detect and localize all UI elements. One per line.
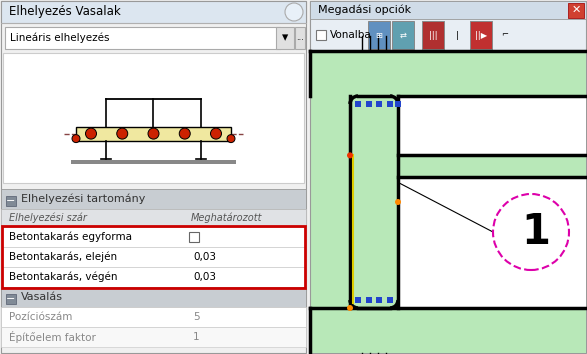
Bar xyxy=(350,96,398,308)
Circle shape xyxy=(395,199,401,205)
Bar xyxy=(398,177,586,308)
Bar xyxy=(398,96,586,155)
Text: −: − xyxy=(6,294,16,304)
Bar xyxy=(76,127,231,141)
Circle shape xyxy=(347,152,353,158)
Bar xyxy=(316,30,326,40)
Text: ▾: ▾ xyxy=(282,32,288,45)
Bar xyxy=(310,1,586,353)
Text: ⊞: ⊞ xyxy=(376,30,383,40)
Text: Vasalás: Vasalás xyxy=(21,292,63,302)
Text: Elhelyezési tartomány: Elhelyezési tartomány xyxy=(21,194,146,204)
Bar xyxy=(1,247,306,267)
Bar xyxy=(1,189,306,209)
Bar xyxy=(422,21,444,49)
Circle shape xyxy=(72,135,80,143)
Text: Vonalba: Vonalba xyxy=(330,30,372,40)
Bar xyxy=(1,327,306,347)
Text: Betontakarás, végén: Betontakarás, végén xyxy=(9,272,117,282)
Bar xyxy=(295,27,305,49)
Text: 0,03: 0,03 xyxy=(193,272,216,282)
Bar xyxy=(355,297,361,303)
Text: 0,03: 0,03 xyxy=(193,252,216,262)
Bar xyxy=(376,101,382,107)
Text: 5: 5 xyxy=(193,312,200,322)
Text: ✕: ✕ xyxy=(571,5,581,15)
Bar xyxy=(376,297,382,303)
Bar xyxy=(189,232,199,242)
Bar xyxy=(387,101,393,107)
Bar xyxy=(310,1,586,51)
Bar xyxy=(2,226,305,288)
Text: −: − xyxy=(6,196,16,206)
Bar xyxy=(310,308,586,353)
Text: Betontakarás, elején: Betontakarás, elején xyxy=(9,252,117,262)
Circle shape xyxy=(179,128,190,139)
Circle shape xyxy=(86,128,96,139)
Circle shape xyxy=(148,128,159,139)
Text: 1: 1 xyxy=(521,211,551,253)
Bar xyxy=(568,3,584,18)
Text: 1: 1 xyxy=(193,332,200,342)
Bar xyxy=(366,101,372,107)
Text: Lineáris elhelyezés: Lineáris elhelyezés xyxy=(10,33,110,43)
Bar xyxy=(398,155,586,177)
Circle shape xyxy=(211,128,221,139)
Circle shape xyxy=(285,3,303,21)
Text: ⇄: ⇄ xyxy=(400,30,407,40)
Bar xyxy=(395,101,401,107)
Bar xyxy=(1,1,306,353)
Bar xyxy=(387,297,393,303)
Bar xyxy=(1,287,306,307)
Text: ...: ... xyxy=(296,34,304,42)
Text: Meghatározott: Meghatározott xyxy=(191,213,262,223)
Bar xyxy=(1,1,306,23)
Bar xyxy=(71,160,236,164)
Text: Elhelyezés Vasalak: Elhelyezés Vasalak xyxy=(9,6,121,18)
Text: |: | xyxy=(456,30,458,40)
Bar xyxy=(3,53,304,183)
Bar xyxy=(392,21,414,49)
Bar xyxy=(1,267,306,287)
Bar xyxy=(368,21,390,49)
Text: ||▶: ||▶ xyxy=(475,30,487,40)
Text: Pozíciószám: Pozíciószám xyxy=(9,312,72,322)
Text: Elhelyezési szár: Elhelyezési szár xyxy=(9,213,87,223)
Text: Betontakarás egyforma: Betontakarás egyforma xyxy=(9,232,132,242)
Bar xyxy=(1,227,306,247)
Text: Építőelem faktor: Építőelem faktor xyxy=(9,331,96,343)
Bar xyxy=(366,297,372,303)
Bar xyxy=(276,27,294,49)
Circle shape xyxy=(227,135,235,143)
Bar xyxy=(6,196,16,206)
Bar xyxy=(310,51,586,96)
Bar xyxy=(5,27,280,49)
Bar xyxy=(355,101,361,107)
Text: ⌐: ⌐ xyxy=(501,30,508,40)
Circle shape xyxy=(347,305,353,311)
Bar xyxy=(1,209,306,227)
Circle shape xyxy=(117,128,128,139)
Text: Megadási opciók: Megadási opciók xyxy=(318,5,411,15)
Bar xyxy=(310,1,586,19)
Text: |||: ||| xyxy=(429,30,437,40)
Bar xyxy=(6,294,16,304)
Bar xyxy=(470,21,492,49)
Bar xyxy=(1,307,306,327)
